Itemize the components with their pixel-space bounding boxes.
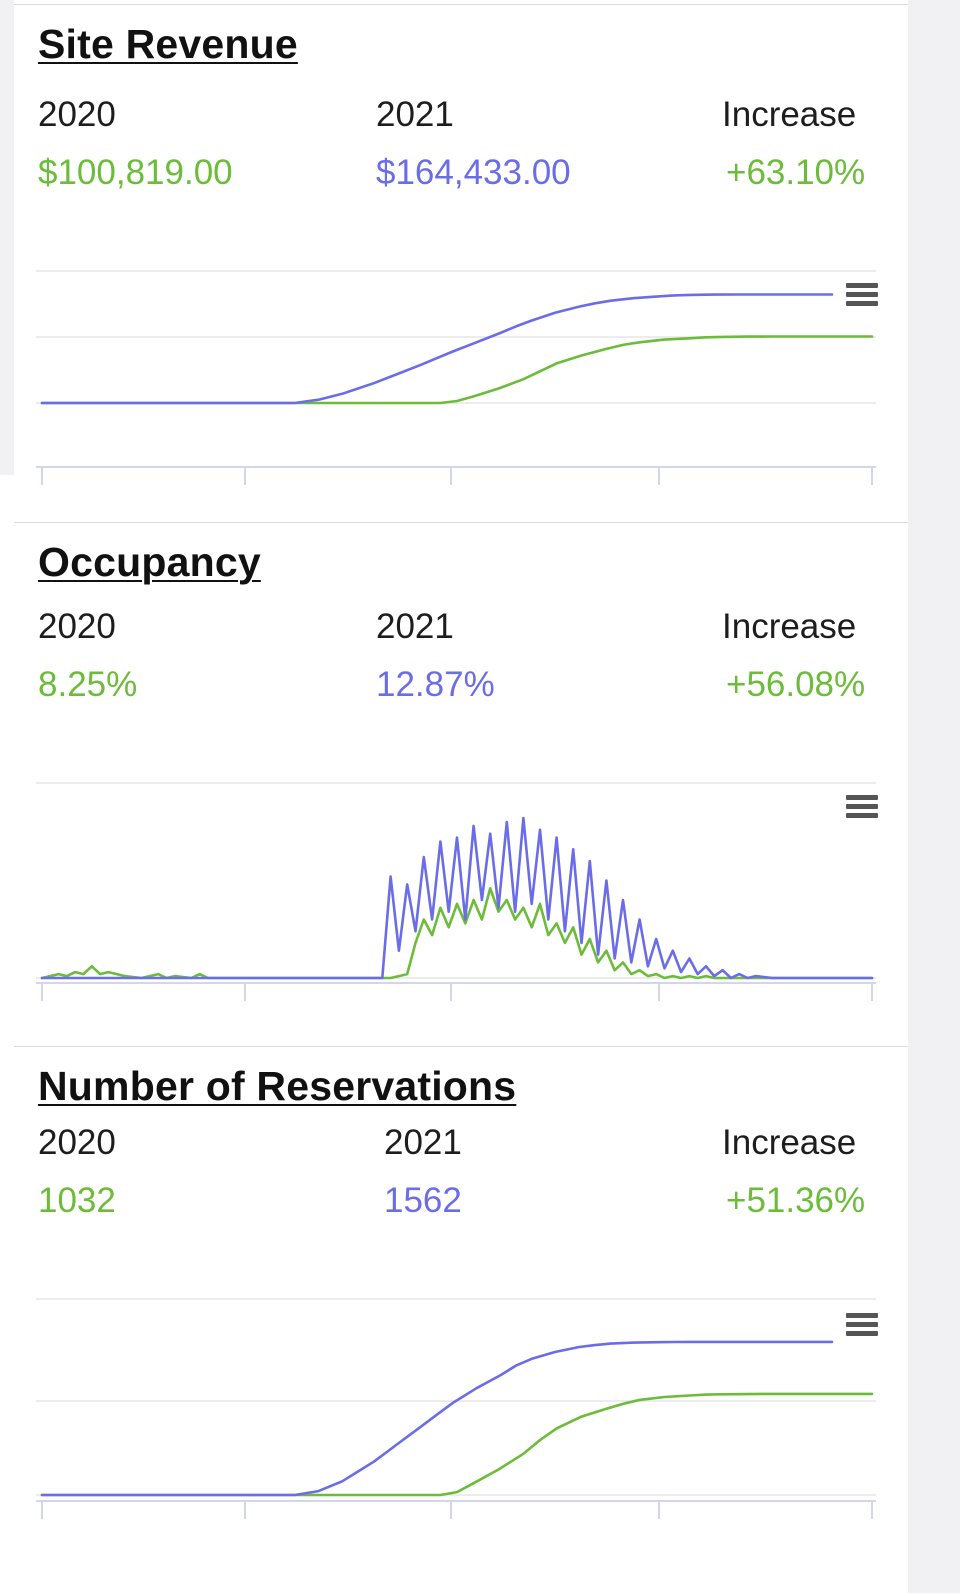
value-2020: 8.25%	[38, 665, 138, 704]
label-2021: 2021	[384, 1123, 462, 1162]
value-2021: 1562	[384, 1181, 462, 1220]
series-line-2021	[40, 1340, 834, 1497]
reservations-card: Number of Reservations 2020 2021 Increas…	[14, 1046, 908, 1594]
value-2020: 1032	[38, 1181, 116, 1220]
hamburger-menu-icon[interactable]	[844, 793, 880, 823]
label-2021: 2021	[376, 95, 454, 134]
value-2021: $164,433.00	[376, 153, 571, 192]
label-increase: Increase	[722, 1123, 857, 1162]
value-2021: 12.87%	[376, 665, 495, 704]
site-revenue-chart	[36, 270, 876, 485]
series-line-2020	[40, 1392, 874, 1497]
label-increase: Increase	[722, 95, 857, 134]
series-line-2020	[40, 335, 874, 405]
series-line-2020	[40, 886, 874, 980]
site-revenue-card: Site Revenue 2020 2021 Increase $100,819…	[14, 4, 908, 518]
series-line-2021	[40, 293, 834, 405]
label-increase: Increase	[722, 607, 857, 646]
occupancy-chart	[36, 782, 876, 1001]
occupancy-card: Occupancy 2020 2021 Increase 8.25% 12.87…	[14, 522, 908, 1033]
label-2020: 2020	[38, 95, 116, 134]
hamburger-menu-icon[interactable]	[844, 1311, 880, 1341]
card-title: Occupancy	[38, 539, 261, 585]
left-sidebar-edge	[0, 0, 14, 475]
value-increase: +51.36%	[726, 1181, 866, 1220]
right-scroll-gutter	[908, 0, 960, 1593]
label-2020: 2020	[38, 607, 116, 646]
card-title: Number of Reservations	[38, 1063, 517, 1109]
value-2020: $100,819.00	[38, 153, 233, 192]
series-line-2021	[40, 816, 874, 980]
label-2021: 2021	[376, 607, 454, 646]
value-increase: +56.08%	[726, 665, 866, 704]
reservations-chart	[36, 1298, 876, 1519]
hamburger-menu-icon[interactable]	[844, 281, 880, 311]
label-2020: 2020	[38, 1123, 116, 1162]
card-title: Site Revenue	[38, 21, 298, 67]
value-increase: +63.10%	[726, 153, 866, 192]
